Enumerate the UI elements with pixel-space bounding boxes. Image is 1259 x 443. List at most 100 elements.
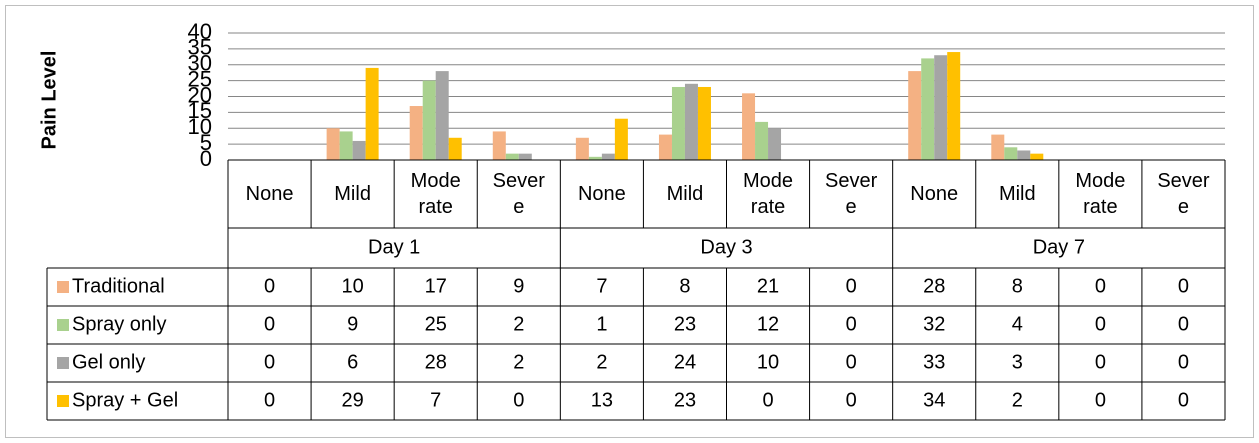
x-tick-label: None — [893, 160, 976, 228]
table-value: 0 — [1178, 351, 1189, 373]
bar — [755, 121, 769, 160]
y-tick-label: 35 — [188, 35, 212, 60]
legend-label: Gel only — [72, 351, 145, 373]
table-value: 0 — [513, 389, 524, 411]
bar — [518, 153, 532, 160]
table-value: 13 — [591, 389, 613, 411]
legend-key — [57, 281, 69, 293]
bar — [1017, 150, 1031, 160]
table-value: 0 — [264, 389, 275, 411]
bar — [588, 156, 602, 160]
table-value: 0 — [264, 275, 275, 297]
bar — [1030, 153, 1044, 160]
bar — [339, 131, 353, 160]
table-value: 8 — [679, 275, 690, 297]
bar — [422, 80, 436, 160]
bar — [435, 71, 449, 160]
group-label: Day 1 — [368, 236, 420, 258]
table-value: 0 — [1095, 351, 1106, 373]
table-value: 17 — [425, 275, 447, 297]
legend-key — [57, 319, 69, 331]
legend-label: Spray + Gel — [72, 389, 178, 411]
category-text: Severe — [1157, 170, 1210, 218]
table-value: 0 — [846, 389, 857, 411]
table-value: 21 — [757, 275, 779, 297]
table-value: 0 — [1095, 389, 1106, 411]
table-value: 0 — [1178, 313, 1189, 335]
x-tick-label: None — [560, 160, 643, 228]
y-tick-label: 40 — [188, 19, 212, 44]
table-value: 0 — [846, 275, 857, 297]
table-value: 10 — [342, 275, 364, 297]
bar — [614, 118, 628, 160]
bar — [742, 93, 756, 160]
category-text: None — [245, 183, 294, 205]
bar — [601, 153, 615, 160]
x-tick-label: None — [228, 160, 311, 228]
table-value: 2 — [513, 313, 524, 335]
category-text: Moderate — [1075, 170, 1126, 218]
bar — [492, 131, 506, 160]
table-value: 0 — [846, 313, 857, 335]
table-value: 29 — [342, 389, 364, 411]
bar — [697, 86, 711, 160]
table-value: 24 — [674, 351, 696, 373]
y-tick-label: 5 — [200, 130, 212, 155]
table-value: 33 — [923, 351, 945, 373]
chart-border — [5, 5, 1254, 438]
bar — [921, 58, 935, 160]
category-text: Mild — [998, 183, 1036, 205]
bar — [448, 137, 462, 160]
table-value: 23 — [674, 313, 696, 335]
category-text: Mild — [666, 183, 704, 205]
table-value: 32 — [923, 313, 945, 335]
table-value: 7 — [430, 389, 441, 411]
table-value: 23 — [674, 389, 696, 411]
category-text: None — [910, 183, 959, 205]
bar — [575, 137, 589, 160]
bar — [1004, 147, 1018, 160]
bar — [352, 140, 366, 160]
bar — [365, 67, 379, 160]
x-tick-label: Severe — [1142, 160, 1225, 228]
table-value: 34 — [923, 389, 945, 411]
table-value: 10 — [757, 351, 779, 373]
category-text: Moderate — [410, 170, 461, 218]
table-value: 1 — [596, 313, 607, 335]
bar — [658, 134, 672, 160]
table-value: 28 — [923, 275, 945, 297]
table-value: 9 — [347, 313, 358, 335]
group-label: Day 3 — [700, 236, 752, 258]
category-text: Moderate — [743, 170, 794, 218]
table-value: 0 — [762, 389, 773, 411]
bar — [934, 55, 948, 160]
bar — [671, 86, 685, 160]
table-value: 2 — [1012, 389, 1023, 411]
table-value: 7 — [596, 275, 607, 297]
y-tick-label: 0 — [200, 146, 212, 171]
table-value: 28 — [425, 351, 447, 373]
x-tick-label: Mild — [976, 160, 1059, 228]
table-value: 0 — [1178, 389, 1189, 411]
y-axis-label: Pain Level — [38, 51, 60, 150]
bar — [684, 83, 698, 160]
table-value: 2 — [513, 351, 524, 373]
category-text: Severe — [492, 170, 545, 218]
bar — [409, 106, 423, 160]
table-value: 25 — [425, 313, 447, 335]
bar — [947, 52, 961, 160]
legend-key — [57, 395, 69, 407]
x-tick-label: Severe — [810, 160, 893, 228]
bar — [768, 128, 782, 160]
table-value: 0 — [1095, 275, 1106, 297]
group-label: Day 7 — [1033, 236, 1085, 258]
category-text: None — [577, 183, 626, 205]
bar — [991, 134, 1005, 160]
x-tick-label: Moderate — [394, 160, 477, 228]
table-value: 0 — [264, 351, 275, 373]
y-tick-label: 10 — [188, 114, 212, 139]
legend-label: Spray only — [72, 313, 167, 335]
y-tick-label: 30 — [188, 51, 212, 76]
table-value: 2 — [596, 351, 607, 373]
